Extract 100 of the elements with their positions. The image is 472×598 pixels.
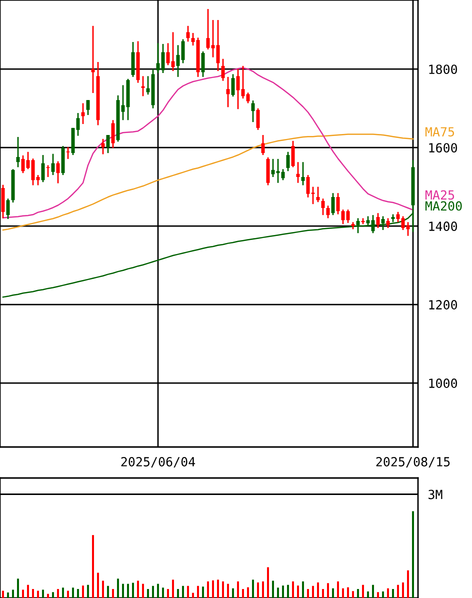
bar bbox=[322, 589, 324, 598]
bar bbox=[377, 592, 379, 598]
bar bbox=[372, 584, 374, 598]
bar bbox=[397, 584, 399, 598]
bar bbox=[167, 589, 169, 598]
bar bbox=[262, 581, 264, 598]
candlestick bbox=[86, 99, 90, 116]
bar bbox=[172, 580, 174, 598]
candlestick bbox=[376, 212, 380, 229]
candlestick bbox=[381, 216, 385, 231]
bar bbox=[357, 589, 359, 598]
y-tick-label: 1600 bbox=[429, 143, 458, 153]
bar bbox=[17, 578, 19, 598]
bar bbox=[82, 586, 84, 598]
bar bbox=[87, 584, 89, 598]
candlestick bbox=[141, 75, 145, 97]
bar bbox=[77, 589, 79, 598]
candlestick bbox=[201, 50, 205, 78]
bar bbox=[352, 591, 354, 598]
candlestick bbox=[221, 58, 225, 82]
bar bbox=[7, 592, 9, 598]
bar bbox=[272, 580, 274, 598]
candlestick bbox=[286, 151, 290, 172]
bar bbox=[97, 572, 99, 598]
bar bbox=[107, 586, 109, 598]
bar bbox=[367, 591, 369, 598]
bar bbox=[162, 588, 164, 598]
bar bbox=[67, 590, 69, 598]
bar bbox=[62, 588, 64, 598]
bar bbox=[147, 589, 149, 598]
candlestick bbox=[321, 198, 325, 216]
bar bbox=[257, 582, 259, 598]
candlestick bbox=[251, 100, 255, 123]
candlestick bbox=[56, 160, 60, 184]
bar bbox=[387, 588, 389, 598]
bar bbox=[382, 591, 384, 598]
candlestick bbox=[1, 184, 5, 219]
bar bbox=[252, 580, 254, 598]
bar bbox=[347, 587, 349, 598]
candlestick bbox=[6, 198, 10, 220]
bar bbox=[307, 589, 309, 598]
candlestick bbox=[101, 138, 105, 155]
bar bbox=[362, 584, 364, 598]
bar bbox=[72, 588, 74, 598]
bar bbox=[237, 581, 239, 598]
candlestick bbox=[336, 192, 340, 215]
bar bbox=[37, 590, 39, 598]
bar bbox=[247, 587, 249, 598]
bar bbox=[232, 588, 234, 598]
bar bbox=[392, 589, 394, 598]
series-label: MA25 bbox=[425, 190, 454, 200]
candlestick bbox=[46, 164, 50, 178]
bar bbox=[92, 535, 94, 598]
candlestick bbox=[356, 218, 360, 234]
bar bbox=[157, 584, 159, 598]
candlestick bbox=[301, 161, 305, 186]
bar bbox=[337, 581, 339, 598]
candlestick bbox=[66, 146, 70, 160]
bar bbox=[47, 594, 49, 598]
bar bbox=[302, 581, 304, 598]
candlestick bbox=[91, 25, 95, 94]
bar bbox=[132, 582, 134, 598]
bar bbox=[292, 581, 294, 598]
line-series bbox=[2, 67, 414, 218]
bar bbox=[2, 590, 4, 598]
bar bbox=[177, 589, 179, 598]
x-tick-label: 2025/06/04 bbox=[121, 457, 196, 468]
candlestick bbox=[51, 153, 55, 176]
bar bbox=[22, 590, 24, 598]
candlestick bbox=[186, 25, 190, 42]
candlestick bbox=[386, 218, 390, 229]
candlestick bbox=[261, 134, 265, 156]
bar bbox=[122, 584, 124, 598]
bar bbox=[52, 592, 54, 598]
bar bbox=[42, 590, 44, 598]
bar bbox=[217, 580, 219, 598]
series-label: MA75 bbox=[425, 127, 454, 137]
bar bbox=[287, 584, 289, 598]
candlestick bbox=[326, 204, 330, 219]
bar bbox=[312, 586, 314, 598]
bar bbox=[192, 592, 194, 598]
bar bbox=[202, 586, 204, 598]
bar bbox=[242, 589, 244, 598]
bar bbox=[102, 580, 104, 598]
bar bbox=[207, 581, 209, 598]
candlestick bbox=[226, 76, 230, 108]
candlestick bbox=[256, 108, 260, 131]
y-tick-label: 3M bbox=[428, 490, 442, 500]
bar bbox=[402, 582, 404, 598]
candlestick bbox=[316, 186, 320, 203]
bar bbox=[112, 589, 114, 598]
candlestick bbox=[231, 73, 235, 98]
y-tick-label: 1200 bbox=[429, 300, 458, 310]
candlestick bbox=[131, 41, 135, 78]
bar bbox=[277, 588, 279, 598]
candlestick bbox=[41, 154, 45, 183]
bar bbox=[412, 511, 414, 598]
bar bbox=[187, 586, 189, 598]
y-tick-label: 1000 bbox=[429, 378, 458, 388]
candlestick bbox=[296, 161, 300, 184]
